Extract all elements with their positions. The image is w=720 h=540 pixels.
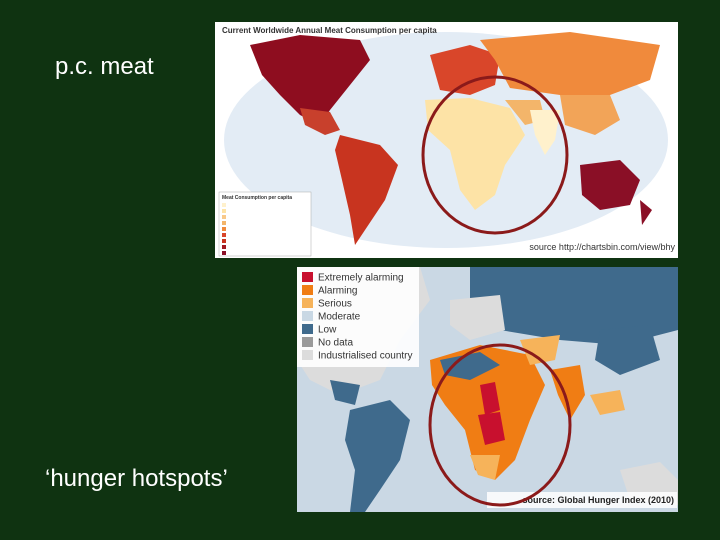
legend-swatch — [302, 337, 313, 347]
slide-label: ‘hunger hotspots’ — [45, 465, 228, 492]
map-title: Current Worldwide Annual Meat Consumptio… — [222, 26, 437, 35]
source: source http://chartsbin.com/view/bhy — [529, 242, 675, 252]
legend-swatch — [302, 311, 313, 321]
slide-label: p.c. meat — [55, 53, 154, 80]
legend-label: Industrialised country — [318, 351, 413, 362]
legend-label: No data — [318, 338, 353, 349]
legend-label: Alarming — [318, 286, 357, 297]
legend-label: Low — [318, 325, 337, 336]
legend-label: Serious — [318, 299, 352, 310]
hunger-map: Extremely alarming Alarming Serious Moderat… — [297, 267, 678, 512]
source: source: Global Hunger Index (2010) — [522, 495, 674, 505]
legend-swatch — [302, 272, 313, 282]
legend-swatch — [302, 298, 313, 308]
legend-swatch — [302, 285, 313, 295]
legend-swatch — [302, 350, 313, 360]
legend-swatch — [302, 324, 313, 334]
legend-title: Meat Consumption per capita — [222, 195, 292, 201]
legend-label: Extremely alarming — [318, 273, 404, 284]
legend-label: Moderate — [318, 312, 361, 323]
meat-map: Current Worldwide Annual Meat Consumptio… — [215, 22, 678, 258]
